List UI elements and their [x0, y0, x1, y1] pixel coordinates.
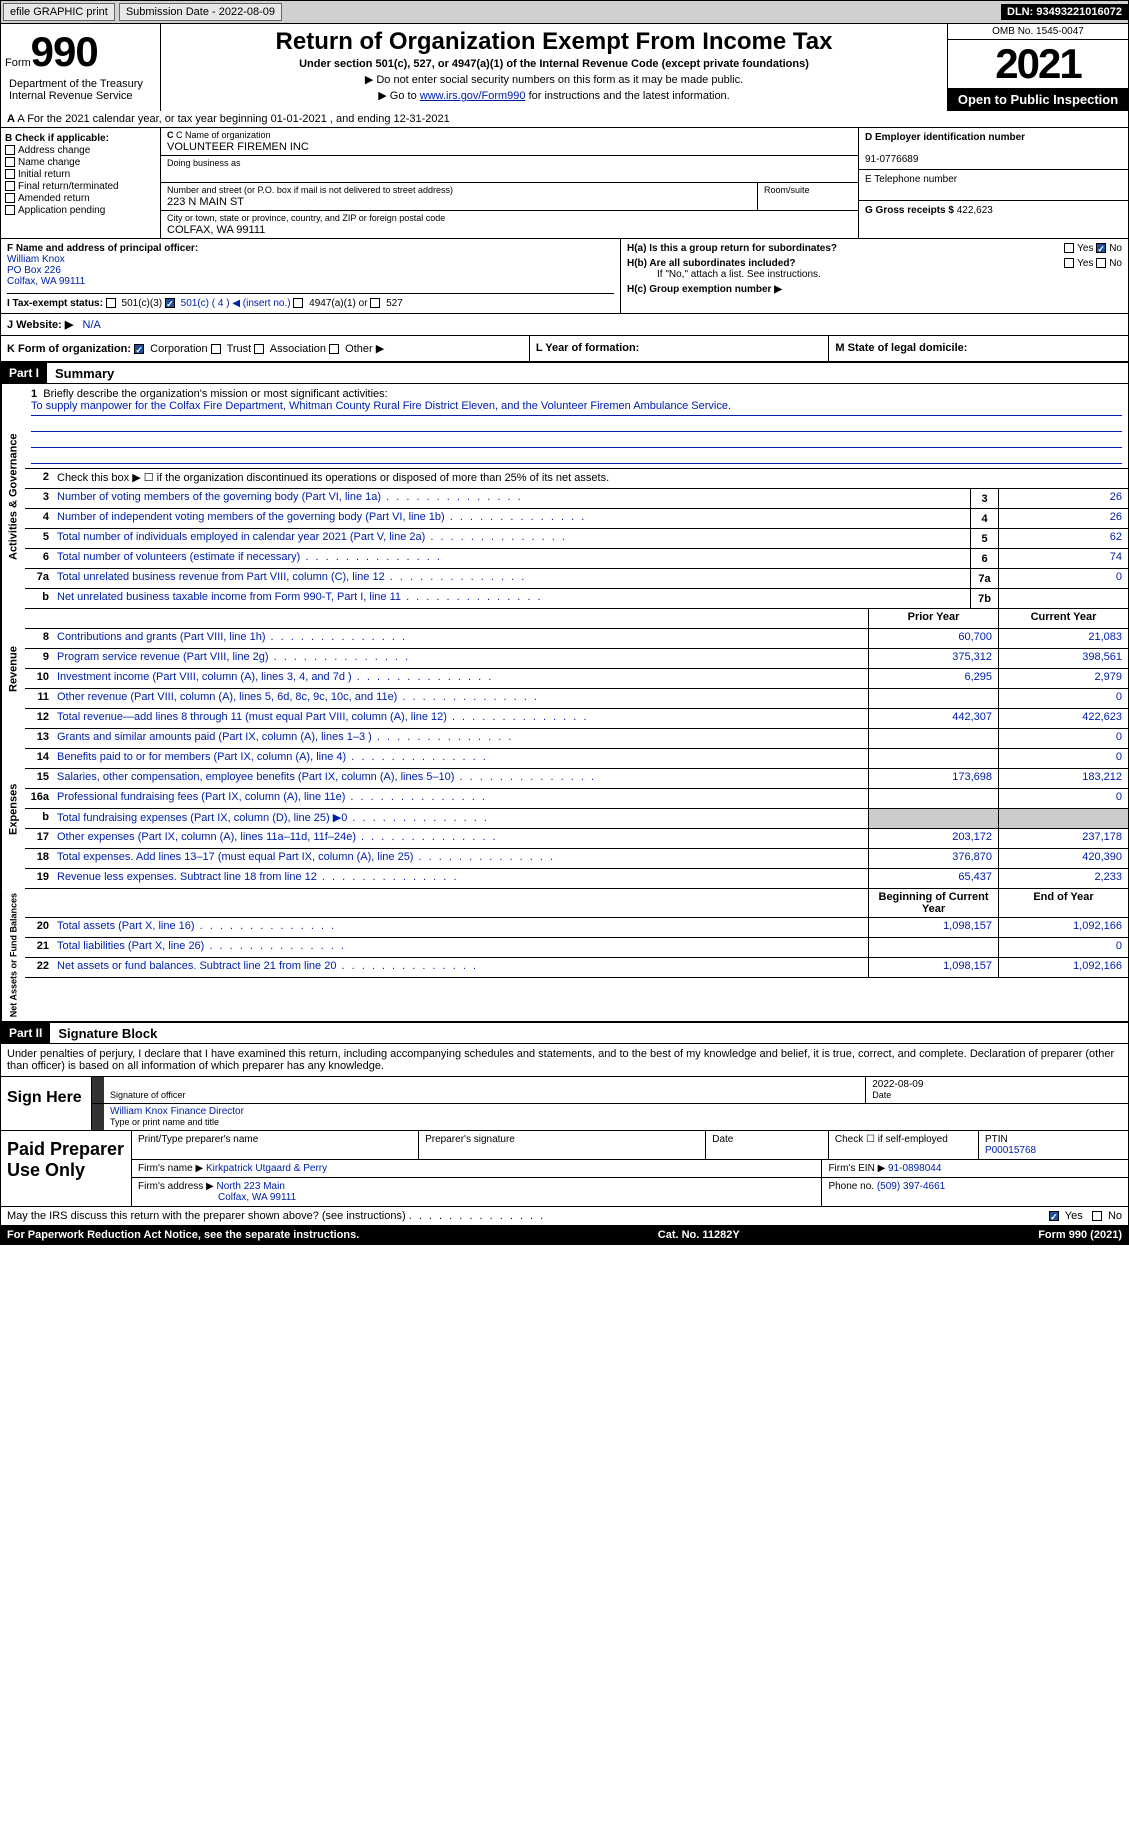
officer-name: William Knox [7, 254, 65, 265]
officer-row: F Name and address of principal officer:… [0, 239, 1129, 314]
chk-name: Name change [5, 157, 156, 168]
city: COLFAX, WA 99111 [167, 224, 265, 236]
line-21: 21Total liabilities (Part X, line 26)0 [25, 938, 1128, 958]
chk-pending: Application pending [5, 205, 156, 216]
part2-header: Part II Signature Block [0, 1022, 1129, 1044]
mission-text: To supply manpower for the Colfax Fire D… [31, 400, 1122, 416]
line-6: 6Total number of volunteers (estimate if… [25, 549, 1128, 569]
submission-date: Submission Date - 2022-08-09 [119, 3, 282, 21]
form-title: Return of Organization Exempt From Incom… [171, 28, 937, 56]
row-a: A A For the 2021 calendar year, or tax y… [0, 111, 1129, 128]
line-15: 15Salaries, other compensation, employee… [25, 769, 1128, 789]
sign-here: Sign Here Signature of officer 2022-08-0… [0, 1077, 1129, 1131]
line-b: bNet unrelated business taxable income f… [25, 589, 1128, 609]
section-d: D Employer identification number91-07766… [858, 128, 1128, 238]
efile-btn[interactable]: efile GRAPHIC print [3, 3, 115, 21]
line-12: 12Total revenue—add lines 8 through 11 (… [25, 709, 1128, 729]
form-subtitle: Under section 501(c), 527, or 4947(a)(1)… [171, 58, 937, 70]
chk-501c3[interactable] [106, 298, 116, 308]
declaration: Under penalties of perjury, I declare th… [0, 1044, 1129, 1077]
chk-527[interactable] [370, 298, 380, 308]
k-row: K Form of organization: ✓ Corporation Tr… [0, 336, 1129, 362]
summary-governance: Activities & Governance 1 Briefly descri… [0, 384, 1129, 609]
street: 223 N MAIN ST [167, 196, 244, 208]
chk-address: Address change [5, 145, 156, 156]
irs-link[interactable]: www.irs.gov/Form990 [420, 90, 526, 102]
website-val: N/A [83, 319, 101, 331]
dept: Department of the Treasury Internal Reve… [5, 76, 156, 104]
line-20: 20Total assets (Part X, line 16)1,098,15… [25, 918, 1128, 938]
line-14: 14Benefits paid to or for members (Part … [25, 749, 1128, 769]
ein: 91-0776689 [865, 154, 918, 165]
line-16a: 16aProfessional fundraising fees (Part I… [25, 789, 1128, 809]
header-grid: B Check if applicable: Address change Na… [0, 128, 1129, 239]
note-link: ▶ Go to www.irs.gov/Form990 for instruct… [171, 89, 937, 102]
line-5: 5Total number of individuals employed in… [25, 529, 1128, 549]
line-17: 17Other expenses (Part IX, column (A), l… [25, 829, 1128, 849]
tax-year: 2021 [948, 40, 1128, 88]
section-c: C C Name of organizationVOLUNTEER FIREME… [161, 128, 858, 238]
top-bar: efile GRAPHIC print Submission Date - 20… [0, 0, 1129, 24]
chk-initial: Initial return [5, 169, 156, 180]
line-11: 11Other revenue (Part VIII, column (A), … [25, 689, 1128, 709]
chk-final: Final return/terminated [5, 181, 156, 192]
line-8: 8Contributions and grants (Part VIII, li… [25, 629, 1128, 649]
line-13: 13Grants and similar amounts paid (Part … [25, 729, 1128, 749]
footer: For Paperwork Reduction Act Notice, see … [0, 1226, 1129, 1245]
website-row: J Website: ▶ N/A [0, 314, 1129, 336]
line-9: 9Program service revenue (Part VIII, lin… [25, 649, 1128, 669]
summary-net: Net Assets or Fund Balances Beginning of… [0, 889, 1129, 1022]
line-7a: 7aTotal unrelated business revenue from … [25, 569, 1128, 589]
line-19: 19Revenue less expenses. Subtract line 1… [25, 869, 1128, 889]
line-10: 10Investment income (Part VIII, column (… [25, 669, 1128, 689]
gross-receipts: 422,623 [957, 205, 993, 216]
line-3: 3Number of voting members of the governi… [25, 489, 1128, 509]
dln: DLN: 93493221016072 [1001, 4, 1128, 20]
form-header: Form990 Department of the Treasury Inter… [0, 24, 1129, 111]
line-b: bTotal fundraising expenses (Part IX, co… [25, 809, 1128, 829]
line-4: 4Number of independent voting members of… [25, 509, 1128, 529]
chk-501c[interactable]: ✓ [165, 298, 175, 308]
part1-header: Part I Summary [0, 362, 1129, 384]
chk-amended: Amended return [5, 193, 156, 204]
summary-expenses: Expenses 13Grants and similar amounts pa… [0, 729, 1129, 889]
omb: OMB No. 1545-0047 [948, 24, 1128, 40]
form-number: Form990 [5, 28, 156, 76]
discuss-row: May the IRS discuss this return with the… [0, 1207, 1129, 1226]
chk-4947[interactable] [293, 298, 303, 308]
paid-preparer: Paid Preparer Use Only Print/Type prepar… [0, 1131, 1129, 1207]
inspection: Open to Public Inspection [948, 88, 1128, 111]
section-b: B Check if applicable: Address change Na… [1, 128, 161, 238]
line-18: 18Total expenses. Add lines 13–17 (must … [25, 849, 1128, 869]
summary-revenue: Revenue Prior YearCurrent Year 8Contribu… [0, 609, 1129, 729]
note-ssn: ▶ Do not enter social security numbers o… [171, 73, 937, 86]
org-name: VOLUNTEER FIREMEN INC [167, 141, 309, 153]
line-22: 22Net assets or fund balances. Subtract … [25, 958, 1128, 978]
